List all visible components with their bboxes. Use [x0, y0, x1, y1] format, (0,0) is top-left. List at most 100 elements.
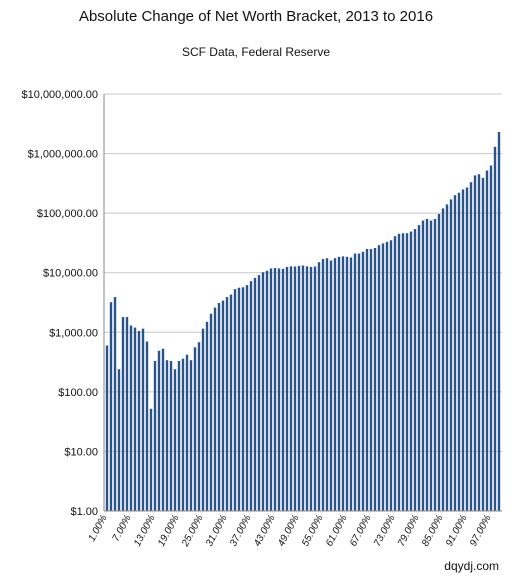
bar [469, 182, 473, 511]
bar [437, 213, 441, 511]
bar [293, 266, 297, 511]
bar [457, 192, 461, 512]
y-tick-label: $100,000.00 [37, 208, 98, 220]
bar [361, 251, 365, 512]
bar [345, 256, 349, 511]
bar [249, 281, 253, 511]
bar [137, 331, 141, 511]
bar [441, 208, 445, 511]
bar [301, 265, 305, 511]
bar [481, 177, 485, 511]
x-tick-label: 73.00% [372, 513, 398, 548]
bar [489, 165, 493, 511]
bar [421, 220, 425, 511]
bar [253, 277, 257, 511]
bar [229, 294, 233, 511]
bar [485, 170, 489, 512]
bar [365, 249, 369, 511]
bar [353, 253, 357, 511]
bar [121, 317, 125, 511]
bar [213, 307, 217, 511]
bar [157, 350, 161, 511]
bar [413, 229, 417, 511]
x-tick-label: 79.00% [396, 513, 422, 548]
bar [309, 266, 313, 511]
bar [185, 354, 189, 511]
bar [373, 247, 377, 512]
x-tick-label: 7.00% [111, 513, 134, 543]
x-tick-labels: 1.00% 7.00%13.00%19.00%25.00%31.00%37.00%… [87, 513, 494, 549]
bar [297, 265, 301, 511]
bar [409, 231, 413, 511]
bar [377, 245, 381, 512]
x-tick-label: 49.00% [276, 513, 302, 548]
bar [305, 266, 309, 511]
x-tick-label: 43.00% [252, 513, 278, 548]
bar [341, 256, 345, 511]
bar [197, 342, 201, 511]
bar [385, 241, 389, 511]
bar [217, 303, 221, 511]
bar [273, 268, 277, 511]
bar [141, 328, 145, 511]
bar [493, 146, 497, 511]
bar [329, 260, 333, 511]
bar [117, 369, 121, 511]
bar [317, 262, 321, 511]
bar [221, 300, 225, 511]
bar [313, 266, 317, 511]
bar [393, 236, 397, 511]
bar [193, 347, 197, 511]
bar [129, 325, 133, 511]
bar [289, 266, 293, 511]
bar [109, 302, 113, 511]
bar [349, 257, 353, 511]
x-tick-label: 67.00% [348, 513, 374, 548]
bar [453, 195, 457, 511]
bar [417, 225, 421, 511]
bar [445, 204, 449, 511]
bar [257, 275, 261, 511]
bar [149, 408, 153, 511]
bar [477, 174, 481, 512]
x-tick-label: 91.00% [444, 513, 470, 548]
bar [169, 360, 173, 511]
y-tick-label: $1,000.00 [49, 327, 98, 339]
y-tick-label: $1.00 [70, 506, 98, 518]
x-tick-label: 19.00% [156, 513, 182, 548]
bar [265, 270, 269, 511]
bar [429, 220, 433, 511]
x-tick-label: 37.00% [228, 513, 254, 548]
bar [209, 313, 213, 511]
bar [133, 327, 137, 511]
bar [241, 287, 245, 511]
bar [269, 268, 273, 511]
bar [177, 360, 181, 511]
y-tick-label: $1,000,000.00 [28, 149, 98, 161]
y-tick-label: $100.00 [58, 387, 98, 399]
x-tick-label: 61.00% [324, 513, 350, 548]
bar [261, 272, 265, 511]
x-tick-label: 25.00% [180, 513, 206, 549]
bar [449, 199, 453, 511]
y-tick-labels: $1.00 $10.00 $100.00 $1,000.00 $10,000.00 $10… [22, 89, 98, 518]
bar [165, 360, 169, 511]
bar [205, 321, 209, 511]
x-tick-label: 13.00% [132, 513, 158, 548]
bar [389, 240, 393, 512]
bar [325, 258, 329, 511]
bar [161, 348, 165, 511]
bar [281, 268, 285, 511]
bar [497, 132, 501, 511]
bar [369, 249, 373, 511]
bar [321, 258, 325, 511]
y-tick-label: $10,000.00 [43, 268, 98, 280]
bar [381, 243, 385, 511]
y-tick-label: $10.00 [64, 446, 98, 458]
bar [189, 360, 193, 511]
bar [181, 358, 185, 511]
x-tick-label: 31.00% [204, 513, 230, 548]
y-tick-label: $10,000,000.00 [22, 89, 98, 101]
bar [277, 268, 281, 511]
